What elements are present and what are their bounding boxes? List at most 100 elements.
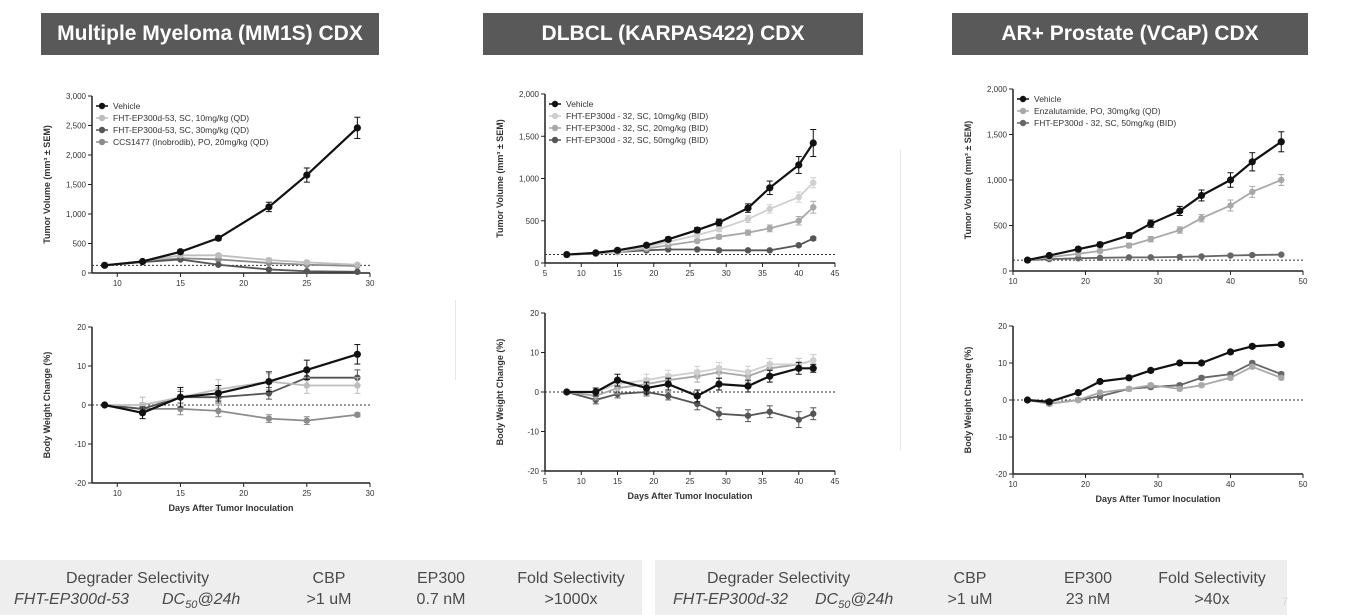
data-point <box>138 409 147 417</box>
data-point <box>1227 252 1234 259</box>
y-tick-label: 2,000 <box>66 151 87 160</box>
legend-swatch-marker <box>98 114 106 122</box>
data-point <box>1248 342 1256 350</box>
y-tick-label: 0 <box>82 269 87 278</box>
series-0 <box>101 116 361 269</box>
x-tick-label: 30 <box>1154 480 1163 489</box>
chart-0: 0 500 1,000 1,500 2,000 2,500 3,000 10 15 20 25 30 T… <box>42 92 375 288</box>
series-line <box>1027 343 1282 403</box>
data-point <box>1125 385 1133 393</box>
legend-swatch-marker <box>1019 119 1027 127</box>
legend-label: Vehicle <box>113 101 141 111</box>
data-point <box>563 388 571 396</box>
selectivity-table-ep300d-32: Degrader Selectivity FHT-EP300d-32 DC50@… <box>655 560 1287 615</box>
data-point <box>1147 220 1155 228</box>
data-point <box>694 246 701 253</box>
series-0 <box>1023 340 1285 406</box>
data-point <box>694 369 701 376</box>
data-point <box>613 376 622 384</box>
y-tick-label: 500 <box>994 222 1008 231</box>
data-point <box>766 361 773 368</box>
legend-label: Vehicle <box>566 99 594 109</box>
x-tick-label: 20 <box>239 489 248 498</box>
y-tick-label: 20 <box>998 322 1007 331</box>
data-point <box>353 124 361 132</box>
y-tick-label: 0 <box>1003 267 1008 276</box>
data-point <box>1248 158 1256 166</box>
x-tick-label: 5 <box>543 269 548 278</box>
y-axis-label: Tumor Volume (mm³ ± SEM) <box>495 119 505 238</box>
data-point <box>795 416 802 423</box>
data-point <box>1198 215 1205 222</box>
chart-5: -20 -10 0 10 20 10 20 30 40 50 Body Weight Change … <box>963 322 1308 504</box>
legend-swatch-marker <box>98 102 106 110</box>
y-tick-label: 0 <box>1003 396 1008 405</box>
data-point <box>715 247 723 254</box>
data-point <box>810 410 817 417</box>
data-point <box>1277 340 1285 349</box>
data-point <box>1226 348 1235 356</box>
x-tick-label: 25 <box>686 269 695 278</box>
x-tick-label: 40 <box>1226 277 1235 286</box>
y-tick-label: 1,500 <box>519 132 540 141</box>
data-point <box>1147 235 1154 243</box>
data-point <box>265 203 273 211</box>
series-1 <box>1024 174 1285 264</box>
data-point <box>303 366 311 374</box>
x-tick-label: 5 <box>543 477 548 486</box>
data-point <box>1125 254 1133 261</box>
y-tick-label: 0 <box>82 401 87 410</box>
data-point <box>810 204 817 211</box>
x-tick-label: 50 <box>1299 277 1308 286</box>
data-point <box>795 364 803 372</box>
data-point <box>1125 231 1133 240</box>
y-tick-label: -20 <box>74 479 86 488</box>
y-tick-label: 3,000 <box>66 92 87 101</box>
data-point <box>715 233 723 241</box>
data-point <box>1197 191 1206 200</box>
legend-swatch-marker <box>98 138 106 146</box>
series-line <box>566 391 814 421</box>
y-tick-label: 10 <box>998 359 1007 368</box>
dc50-label: DC50@24h <box>162 591 241 612</box>
data-point <box>744 215 752 223</box>
series-line <box>566 359 814 397</box>
data-point <box>744 382 752 390</box>
data-point <box>176 393 185 401</box>
data-point <box>265 415 273 422</box>
data-point <box>354 382 361 389</box>
x-tick-label: 10 <box>577 477 586 486</box>
data-point <box>810 357 817 364</box>
x-tick-label: 30 <box>366 279 375 288</box>
data-point <box>1176 207 1184 215</box>
data-point <box>1023 256 1032 264</box>
y-tick-label: 0 <box>535 388 540 397</box>
data-point <box>766 408 773 415</box>
data-point <box>563 250 571 259</box>
data-point <box>1176 226 1183 234</box>
data-point <box>766 372 774 380</box>
data-point <box>810 179 817 186</box>
y-tick-label: 1,000 <box>66 210 87 219</box>
data-point <box>592 388 600 396</box>
data-point <box>1227 374 1234 381</box>
cbp-value: >1 uM <box>947 591 993 608</box>
y-tick-label: 0 <box>535 259 540 268</box>
cbp-value: >1 uM <box>306 591 352 608</box>
series-0 <box>563 128 817 259</box>
legend-label: FHT-EP300d - 32, SC, 10mg/kg (BID) <box>566 111 708 121</box>
ep300-value: 0.7 nM <box>416 591 466 608</box>
x-tick-label: 20 <box>239 279 248 288</box>
series-2 <box>563 200 817 258</box>
selectivity-heading: Degrader Selectivity <box>707 570 851 587</box>
legend-swatch-marker <box>551 100 559 108</box>
data-point <box>138 257 147 266</box>
panel-separator <box>455 300 456 380</box>
legend-label: FHT-EP300d - 32, SC, 50mg/kg (BID) <box>1034 118 1176 128</box>
x-tick-label: 45 <box>831 269 840 278</box>
x-tick-label: 25 <box>686 477 695 486</box>
data-point <box>795 217 802 224</box>
y-tick-label: 2,000 <box>987 85 1008 94</box>
data-point <box>766 184 774 192</box>
panel-title-mm1s: Multiple Myeloma (MM1S) CDX <box>41 13 379 55</box>
